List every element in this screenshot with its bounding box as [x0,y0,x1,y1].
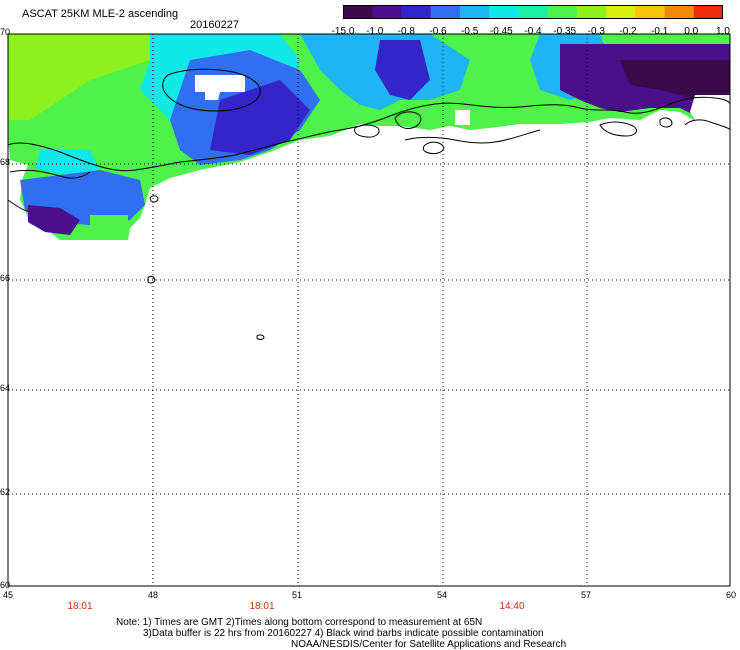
colorbar-segment [372,5,402,19]
colorbar-label: -0.4 [524,26,542,37]
colorbar-segment [401,5,432,19]
lon-label: 60 [726,590,737,600]
lat-label: 68 [0,157,11,167]
lat-label: 60 [0,580,11,590]
lon-label: 51 [292,590,303,600]
note-line-3: NOAA/NESDIS/Center for Satellite Applica… [291,639,567,650]
lat-label: 64 [0,383,11,393]
colorbar-border [343,5,723,19]
lat-label: 66 [0,273,11,283]
map-frame [7,33,731,587]
lon-label: 45 [3,590,14,600]
lat-label: 70 [0,27,11,37]
colorbar-label: 1.0 [716,26,730,37]
colorbar-labels: -15.0 -1.0 -0.8 -0.6 -0.5 -0.45 -0.4 -0.35 -0.3 -… [330,26,740,38]
colorbar-label: -0.2 [619,26,637,37]
colorbar-label: -0.35 [553,26,577,37]
note-line-2: 3)Data buffer is 22 hrs from 20160227 4)… [143,628,544,639]
colorbar-label: -0.6 [429,26,447,37]
colorbar-segment [606,5,636,19]
colorbar-segment [518,5,549,19]
colorbar-segment [459,5,490,19]
colorbar-segment [343,5,373,19]
lon-label: 57 [581,590,592,600]
map-title: ASCAT 25KM MLE-2 ascending [22,8,179,20]
colorbar-segment [547,5,578,19]
colorbar-label: -0.1 [651,26,669,37]
lat-lon-grid [8,34,730,586]
colorbar-label: -1.0 [366,26,384,37]
time-label: 18:01 [67,601,93,612]
lon-label: 54 [437,590,448,600]
colorbar-segment [430,5,461,19]
map-date: 20160227 [190,19,239,31]
colorbar-segment [664,5,695,19]
time-label: 18:01 [249,601,275,612]
colorbar-segment [576,5,607,19]
colorbar-label: -0.45 [489,26,513,37]
colorbar-label: -0.8 [397,26,415,37]
colorbar-label: -0.3 [587,26,605,37]
colorbar-label: -0.5 [461,26,479,37]
colorbar-segment [635,5,666,19]
lon-label: 48 [148,590,159,600]
colorbar-segment [489,5,519,19]
mle-data-swath [8,34,730,240]
lat-label: 62 [0,487,11,497]
time-label: 14:40 [499,601,525,612]
colorbar [343,5,723,19]
colorbar-label: -15.0 [331,26,355,37]
colorbar-segment [693,5,723,19]
colorbar-label: 0.0 [684,26,699,37]
note-line-1: Note: 1) Times are GMT 2)Times along bot… [116,617,483,628]
